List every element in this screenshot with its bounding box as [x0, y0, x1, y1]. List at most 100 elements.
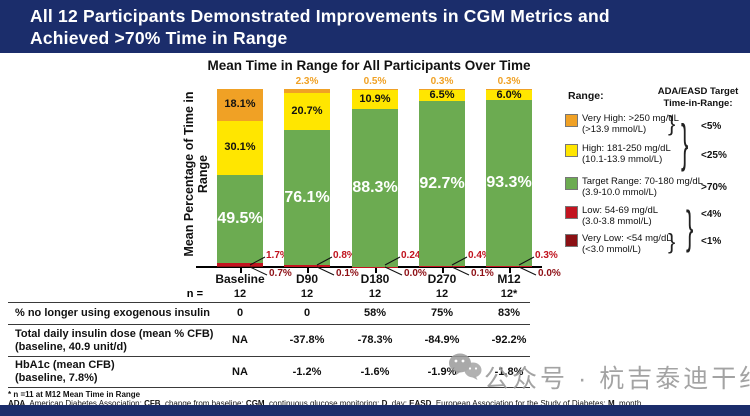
legend-label-1-line2: (10.1-13.9 mmol/L) — [582, 154, 663, 165]
bar-label-very-high-D180: 0.5% — [363, 76, 387, 87]
table-row-1-value-D90: -37.8% — [289, 334, 325, 346]
legend-target-header-line2: Time-in-Range: — [663, 98, 733, 109]
n-value-D270: 12 — [435, 288, 449, 300]
legend-label-3-line2: (3.0-3.8 mmol/L) — [582, 216, 652, 227]
abbreviation: M — [607, 399, 615, 408]
bar-segment-very_low-Baseline — [217, 265, 263, 267]
footnote-asterisk: * n =11 at M12 Mean Time in Range — [8, 390, 141, 399]
abbreviation: CFB — [144, 399, 161, 408]
bar-label-target-M12: 93.3% — [486, 174, 532, 192]
bar-label-very-high-Baseline: 18.1% — [224, 98, 256, 111]
legend-target-4: <1% — [701, 236, 722, 247]
legend-target-3: <4% — [701, 209, 722, 220]
bar-label-target-Baseline: 49.5% — [217, 209, 263, 227]
table-divider-0 — [8, 302, 530, 303]
table-row-2-label-line2: (baseline, 7.8%) — [15, 372, 98, 384]
x-tick-D180 — [375, 268, 377, 273]
table-row-0-label-line1: % no longer using exogenous insulin — [15, 307, 210, 319]
chart-title: Mean Time in Range for All Participants … — [207, 58, 531, 73]
bar-label-target-D180: 88.3% — [352, 178, 398, 196]
table-row-0-value-Baseline: 0 — [236, 307, 244, 319]
callout-very-low-Baseline: 0.7% — [269, 268, 292, 279]
table-row-0-value-D90: 0 — [303, 307, 311, 319]
abbreviation-definition: , American Diabetes Association; — [25, 399, 145, 408]
table-row-1-value-D270: -84.9% — [424, 334, 460, 346]
abbreviation: EASD — [409, 399, 432, 408]
callout-low-Baseline: 1.7% — [266, 250, 289, 261]
watermark-text: 公众号 · 杭吉泰迪干细胞 — [484, 365, 750, 393]
x-tick-D90 — [307, 268, 309, 273]
abbreviation-definition: , continuous glucose monitoring; — [264, 399, 382, 408]
legend-label-0-line2: (>13.9 mmol/L) — [582, 124, 647, 135]
bar-label-high-D270: 6.5% — [429, 88, 455, 101]
bar-segment-high-Baseline — [217, 121, 263, 175]
brace-below-range-group: } — [686, 200, 694, 254]
bar-segment-target-D90 — [284, 129, 330, 266]
n-value-D180: 12 — [368, 288, 382, 300]
abbreviation-definition: , day; — [387, 399, 410, 408]
legend-swatch-2 — [565, 177, 578, 190]
table-row-1-label-line1: Total daily insulin dose (mean % CFB) — [15, 328, 214, 340]
bar-label-very-high-D90: 2.3% — [295, 76, 319, 87]
bar-segment-high-D90 — [284, 93, 330, 130]
bar-segment-low-Baseline — [217, 262, 263, 266]
x-tick-D270 — [442, 268, 444, 273]
legend-label-4-line1: Very Low: <54 mg/dL — [582, 233, 672, 244]
legend-range-header: Range: — [568, 90, 604, 102]
bar-label-very-high-D270: 0.3% — [430, 76, 454, 87]
x-tick-Baseline — [240, 268, 242, 273]
bar-label-high-M12: 6.0% — [496, 88, 522, 101]
legend-swatch-4 — [565, 234, 578, 247]
legend-label-1-line1: High: 181-250 mg/dL — [582, 143, 671, 154]
table-row-1-label-line2: (baseline, 40.9 unit/d) — [15, 341, 127, 353]
table-divider-1 — [8, 324, 530, 325]
bar-segment-low-D270 — [419, 266, 465, 267]
abbreviation-definition: , month — [614, 399, 642, 408]
x-label-M12: M12 — [497, 272, 521, 286]
slide-title-line1: All 12 Participants Demonstrated Improve… — [30, 6, 610, 26]
callout-low-D180: 0.24% — [401, 250, 430, 261]
table-divider-2 — [8, 356, 530, 357]
n-equals-label: n = — [186, 288, 203, 300]
legend-target-1: <25% — [701, 150, 727, 161]
x-label-D90: D90 — [295, 272, 318, 286]
legend-swatch-1 — [565, 144, 578, 157]
bar-label-target-D270: 92.7% — [419, 174, 465, 192]
table-row-2-value-Baseline: NA — [232, 366, 248, 378]
table-row-2-value-D90: -1.2% — [292, 366, 322, 378]
bar-segment-very_high-D270 — [419, 89, 465, 90]
table-row-0-value-D270: 75% — [430, 307, 454, 319]
table-row-0-value-D180: 58% — [363, 307, 387, 319]
legend-label-0-line1: Very High: >250 mg/dL — [582, 113, 679, 124]
table-row-2-label-line1: HbA1c (mean CFB) — [15, 359, 115, 371]
table-divider-3 — [8, 387, 530, 388]
footnote-abbreviations: ADA, American Diabetes Association; CFB,… — [8, 399, 641, 408]
table-row-1-value-M12: -92.2% — [491, 334, 527, 346]
y-axis-label: Mean Percentage of Time in Range — [182, 91, 210, 257]
table-row-1-value-D180: -78.3% — [357, 334, 393, 346]
x-label-D270: D270 — [427, 272, 457, 286]
bottom-banner — [0, 405, 750, 416]
bar-segment-very_high-D90 — [284, 89, 330, 94]
wechat-icon — [449, 353, 482, 380]
legend-target-0: <5% — [701, 121, 722, 132]
bar-segment-very_high-Baseline — [217, 88, 263, 122]
bar-segment-high-D180 — [352, 89, 398, 110]
slide-title-banner: All 12 Participants Demonstrated Improve… — [0, 0, 750, 53]
table-row-2-value-M12: -1.8% — [494, 366, 524, 378]
bar-label-target-D90: 76.1% — [284, 188, 330, 206]
legend-target-2: >70% — [701, 182, 727, 193]
brace-above-range-group: } — [681, 113, 689, 173]
n-value-Baseline: 12 — [233, 288, 247, 300]
table-row-2-value-D180: -1.6% — [360, 366, 390, 378]
callout-very-low-D270: 0.1% — [471, 268, 494, 279]
callout-very-low-M12: 0.0% — [538, 268, 561, 279]
callout-very-low-D90: 0.1% — [336, 268, 359, 279]
legend-label-2-line2: (3.9-10.0 mmol/L) — [582, 187, 657, 198]
abbreviation-definition: , European Association for the Study of … — [431, 399, 608, 408]
bar-segment-high-D270 — [419, 89, 465, 102]
abbreviation-definition: , change from baseline; — [160, 399, 246, 408]
n-value-D90: 12 — [300, 288, 314, 300]
slide-title-line2: Achieved >70% Time in Range — [30, 28, 288, 48]
